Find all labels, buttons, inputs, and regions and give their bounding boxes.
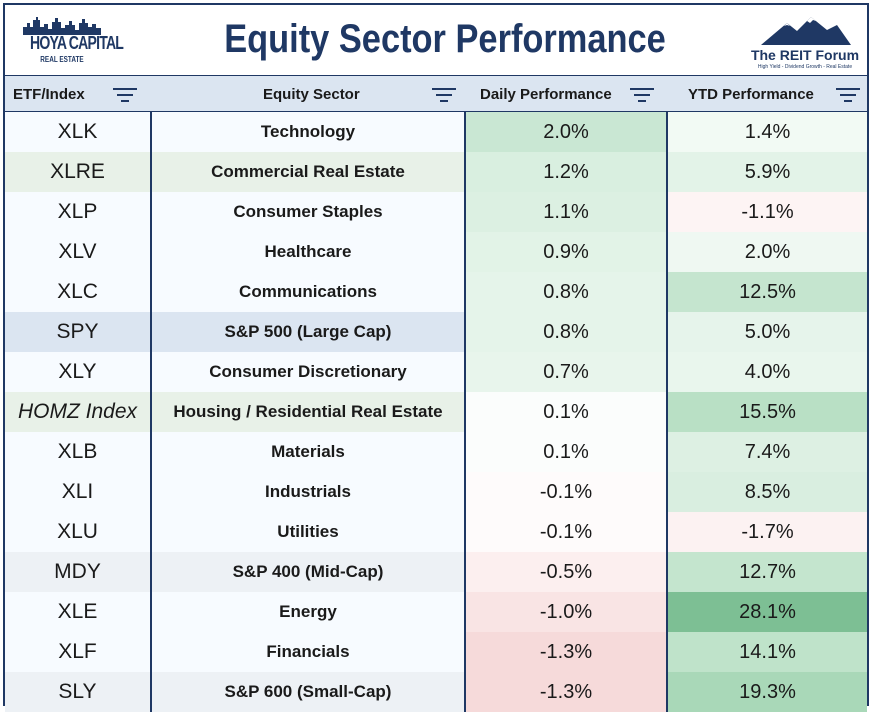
- etf-cell: XLP: [5, 192, 150, 232]
- table-row[interactable]: XLB Materials 0.1% 7.4%: [5, 432, 867, 472]
- sector-cell: S&P 500 (Large Cap): [150, 312, 466, 352]
- logo-line-1: HOYA CAPITAL: [30, 33, 124, 53]
- mountain-icon: [761, 17, 851, 45]
- column-header-etf-label: ETF/Index: [13, 86, 85, 103]
- etf-cell: HOMZ Index: [5, 392, 150, 432]
- reit-forum-logo: The REIT Forum High Yield - Dividend Gro…: [747, 13, 863, 73]
- daily-performance-cell: -1.3%: [466, 672, 668, 712]
- ytd-performance-cell: 5.9%: [668, 152, 867, 192]
- column-header-sector[interactable]: Equity Sector: [150, 75, 466, 112]
- logo-subtitle: High Yield - Dividend Growth - Real Esta…: [757, 64, 853, 70]
- ytd-performance-cell: 4.0%: [668, 352, 867, 392]
- etf-cell: MDY: [5, 552, 150, 592]
- etf-cell: XLE: [5, 592, 150, 632]
- filter-icon[interactable]: [836, 87, 860, 103]
- table-row[interactable]: XLY Consumer Discretionary 0.7% 4.0%: [5, 352, 867, 392]
- sector-cell: Communications: [150, 272, 466, 312]
- daily-performance-cell: -1.3%: [466, 632, 668, 672]
- sector-cell: S&P 600 (Small-Cap): [150, 672, 466, 712]
- table-frame: HOYA CAPITAL REAL ESTATE Equity Sector P…: [3, 3, 869, 712]
- daily-performance-cell: -1.0%: [466, 592, 668, 632]
- table-row[interactable]: XLC Communications 0.8% 12.5%: [5, 272, 867, 312]
- ytd-performance-cell: 28.1%: [668, 592, 867, 632]
- table-row[interactable]: SPY S&P 500 (Large Cap) 0.8% 5.0%: [5, 312, 867, 352]
- table-row[interactable]: XLP Consumer Staples 1.1% -1.1%: [5, 192, 867, 232]
- daily-performance-cell: -0.5%: [466, 552, 668, 592]
- etf-cell: XLC: [5, 272, 150, 312]
- table-row[interactable]: XLRE Commercial Real Estate 1.2% 5.9%: [5, 152, 867, 192]
- sector-cell: Consumer Discretionary: [150, 352, 466, 392]
- etf-cell: XLU: [5, 512, 150, 552]
- sector-cell: Financials: [150, 632, 466, 672]
- etf-cell: XLV: [5, 232, 150, 272]
- table-row[interactable]: MDY S&P 400 (Mid-Cap) -0.5% 12.7%: [5, 552, 867, 592]
- ytd-performance-cell: 8.5%: [668, 472, 867, 512]
- sector-cell: Materials: [150, 432, 466, 472]
- daily-performance-cell: 2.0%: [466, 112, 668, 152]
- daily-performance-cell: 0.8%: [466, 272, 668, 312]
- etf-cell: SLY: [5, 672, 150, 712]
- daily-performance-cell: 1.2%: [466, 152, 668, 192]
- sector-cell: Commercial Real Estate: [150, 152, 466, 192]
- etf-cell: XLY: [5, 352, 150, 392]
- column-header-daily[interactable]: Daily Performance: [466, 75, 668, 112]
- sector-cell: Housing / Residential Real Estate: [150, 392, 466, 432]
- page-title: Equity Sector Performance: [224, 17, 666, 61]
- column-header-etf[interactable]: ETF/Index: [5, 75, 150, 112]
- sector-cell: Technology: [150, 112, 466, 152]
- daily-performance-cell: 0.7%: [466, 352, 668, 392]
- table-row[interactable]: XLV Healthcare 0.9% 2.0%: [5, 232, 867, 272]
- ytd-performance-cell: 19.3%: [668, 672, 867, 712]
- daily-performance-cell: 0.1%: [466, 392, 668, 432]
- table-row[interactable]: SLY S&P 600 (Small-Cap) -1.3% 19.3%: [5, 672, 867, 712]
- etf-cell: XLRE: [5, 152, 150, 192]
- column-header-ytd[interactable]: YTD Performance: [668, 75, 867, 112]
- ytd-performance-cell: -1.7%: [668, 512, 867, 552]
- daily-performance-cell: 1.1%: [466, 192, 668, 232]
- table-row[interactable]: XLI Industrials -0.1% 8.5%: [5, 472, 867, 512]
- filter-icon[interactable]: [630, 87, 654, 103]
- ytd-performance-cell: 5.0%: [668, 312, 867, 352]
- ytd-performance-cell: -1.1%: [668, 192, 867, 232]
- logo-line-2: REAL ESTATE: [40, 55, 84, 64]
- etf-cell: XLF: [5, 632, 150, 672]
- ytd-performance-cell: 2.0%: [668, 232, 867, 272]
- daily-performance-cell: 0.9%: [466, 232, 668, 272]
- etf-cell: SPY: [5, 312, 150, 352]
- table-row[interactable]: XLF Financials -1.3% 14.1%: [5, 632, 867, 672]
- table-row[interactable]: HOMZ Index Housing / Residential Real Est…: [5, 392, 867, 432]
- daily-performance-cell: -0.1%: [466, 512, 668, 552]
- city-skyline-icon: [23, 17, 101, 35]
- logo-title: The REIT Forum: [750, 47, 860, 63]
- ytd-performance-cell: 7.4%: [668, 432, 867, 472]
- sector-cell: Utilities: [150, 512, 466, 552]
- header-banner: HOYA CAPITAL REAL ESTATE Equity Sector P…: [5, 5, 867, 75]
- table-row[interactable]: XLK Technology 2.0% 1.4%: [5, 112, 867, 152]
- sector-cell: S&P 400 (Mid-Cap): [150, 552, 466, 592]
- column-header-daily-label: Daily Performance: [480, 86, 612, 103]
- ytd-performance-cell: 12.5%: [668, 272, 867, 312]
- ytd-performance-cell: 1.4%: [668, 112, 867, 152]
- filter-icon[interactable]: [432, 87, 456, 103]
- etf-cell: XLK: [5, 112, 150, 152]
- table-row[interactable]: XLE Energy -1.0% 28.1%: [5, 592, 867, 632]
- daily-performance-cell: 0.8%: [466, 312, 668, 352]
- etf-cell: XLB: [5, 432, 150, 472]
- sector-cell: Industrials: [150, 472, 466, 512]
- daily-performance-cell: 0.1%: [466, 432, 668, 472]
- sector-cell: Consumer Staples: [150, 192, 466, 232]
- hoya-capital-logo: HOYA CAPITAL REAL ESTATE: [21, 15, 124, 69]
- ytd-performance-cell: 12.7%: [668, 552, 867, 592]
- table-row[interactable]: XLU Utilities -0.1% -1.7%: [5, 512, 867, 552]
- ytd-performance-cell: 14.1%: [668, 632, 867, 672]
- sector-cell: Energy: [150, 592, 466, 632]
- column-header-ytd-label: YTD Performance: [688, 86, 814, 103]
- filter-icon[interactable]: [113, 87, 137, 103]
- etf-cell: XLI: [5, 472, 150, 512]
- ytd-performance-cell: 15.5%: [668, 392, 867, 432]
- column-header-sector-label: Equity Sector: [263, 86, 360, 103]
- daily-performance-cell: -0.1%: [466, 472, 668, 512]
- sector-cell: Healthcare: [150, 232, 466, 272]
